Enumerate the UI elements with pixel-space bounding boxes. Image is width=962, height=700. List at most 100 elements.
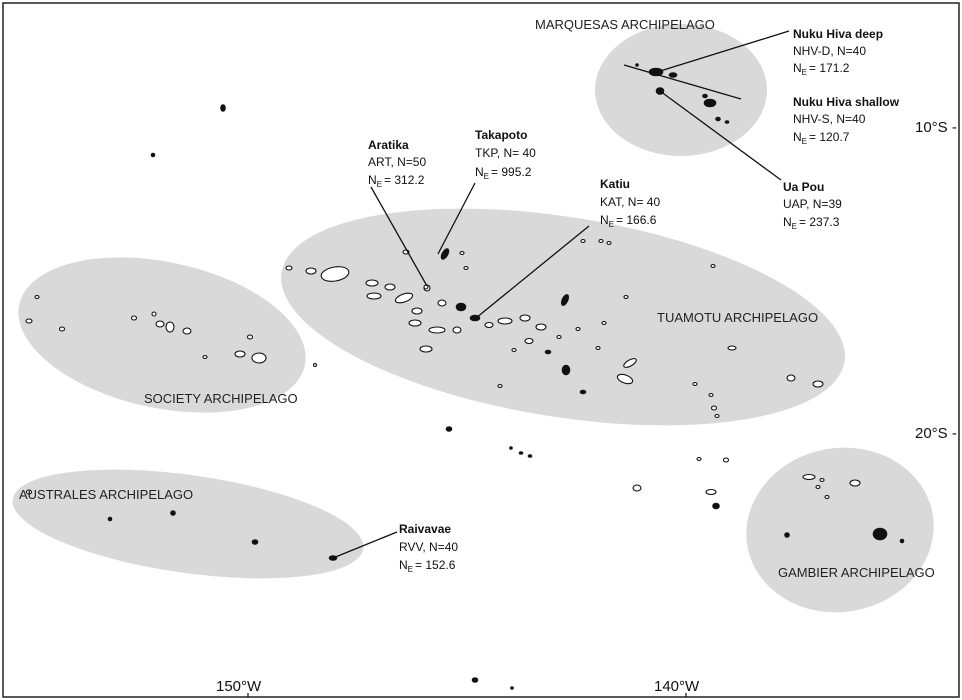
site-ne: NE = 152.6 [399,558,456,574]
atoll [623,294,629,300]
region-tuamotu [281,208,845,426]
island [784,532,790,538]
lat-label-10s: 10°S - [915,119,957,136]
island [635,63,639,67]
island [471,677,479,683]
atoll [285,265,293,271]
atoll [705,488,717,496]
island [668,72,678,78]
site-label-nhvd: Nuku Hiva deep NHV-D, N=40 NE = 171.2 [793,27,883,77]
site-ne: NE = 995.2 [475,165,532,181]
atoll [234,350,246,358]
site-label-nhvs: Nuku Hiva shallow NHV-S, N=40 NE = 120.7 [793,95,900,146]
atoll [202,354,208,360]
atoll [692,381,698,387]
leader-rvv [332,531,398,559]
island [509,446,513,450]
graticule-labels: 10°S - 20°S - 150°W 140°W [216,119,957,697]
leader-nhvs [623,64,742,100]
atoll [815,484,821,490]
leader-uap [659,90,782,181]
archipelago-regions [12,24,934,613]
atoll [812,380,824,388]
atoll [312,362,318,368]
island [561,364,571,376]
atoll [366,292,382,300]
island [703,98,717,108]
site-label-rvv: Raivavae RVV, N=40 NE = 152.6 [399,522,458,574]
island [715,116,721,122]
label-society: SOCIETY ARCHIPELAGO [144,391,298,406]
island [170,510,176,516]
atoll [595,345,601,351]
atoll [34,294,40,300]
atoll [497,383,503,389]
region-gambier [746,447,934,613]
island [107,516,113,522]
atoll [511,347,517,353]
atoll [452,326,462,334]
label-marquesas: MARQUESAS ARCHIPELAGO [535,17,715,32]
island [872,527,888,541]
atoll [524,337,534,345]
atoll [384,283,396,291]
atoll [459,250,465,256]
atoll [727,345,737,351]
island-takapoto [440,248,450,260]
island [220,104,226,112]
site-info: TKP, N= 40 [475,146,536,160]
site-name: Raivavae [399,522,451,536]
island [560,294,570,306]
site-label-tkp: Takapoto TKP, N= 40 NE = 995.2 [475,128,536,181]
site-ne: NE = 166.6 [600,213,657,229]
lon-label-150w: 150°W [216,678,262,695]
label-tuamotu: TUAMOTU ARCHIPELAGO [657,310,818,325]
site-name: Nuku Hiva shallow [793,95,900,109]
atoll [722,457,730,463]
atoll [519,314,531,322]
site-ne: NE = 237.3 [783,215,840,231]
site-info: KAT, N= 40 [600,195,660,209]
atoll [394,292,414,304]
atoll [632,484,642,492]
atoll [25,489,33,495]
island [712,502,720,510]
atoll [708,392,714,398]
lat-label-20s: 20°S - [915,425,957,442]
atoll [25,318,33,324]
site-ne: NE = 312.2 [368,173,425,189]
atoll [786,374,796,382]
atoll [849,479,861,487]
site-ne: NE = 120.7 [793,130,850,146]
atoll [714,413,720,419]
atoll [428,326,446,334]
site-name: Aratika [368,138,409,152]
island [445,426,453,432]
leader-kat [475,225,590,319]
site-info: NHV-D, N=40 [793,44,866,58]
atoll [616,373,634,385]
atoll-outlines [25,238,861,500]
atoll [165,321,175,333]
site-ne: NE = 171.2 [793,61,850,77]
label-australes: AUSTRALES ARCHIPELAGO [19,487,193,502]
atoll [535,323,547,331]
atoll [802,473,816,481]
leader-tkp [437,182,476,255]
label-gambier: GAMBIER ARCHIPELAGO [778,565,935,580]
island [527,454,533,458]
site-label-art: Aratika ART, N=50 NE = 312.2 [368,138,426,189]
atoll [710,405,718,411]
atoll [819,477,825,483]
atoll [182,327,192,335]
island [510,686,514,690]
site-name: Katiu [600,177,630,191]
leader-art [370,186,428,287]
atoll [246,334,254,340]
atoll [320,266,350,282]
site-name: Ua Pou [783,180,824,194]
region-society [18,257,306,413]
atoll [305,267,317,275]
atoll [623,358,637,368]
